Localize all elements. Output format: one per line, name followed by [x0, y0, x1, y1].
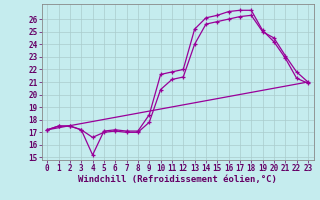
X-axis label: Windchill (Refroidissement éolien,°C): Windchill (Refroidissement éolien,°C)	[78, 175, 277, 184]
